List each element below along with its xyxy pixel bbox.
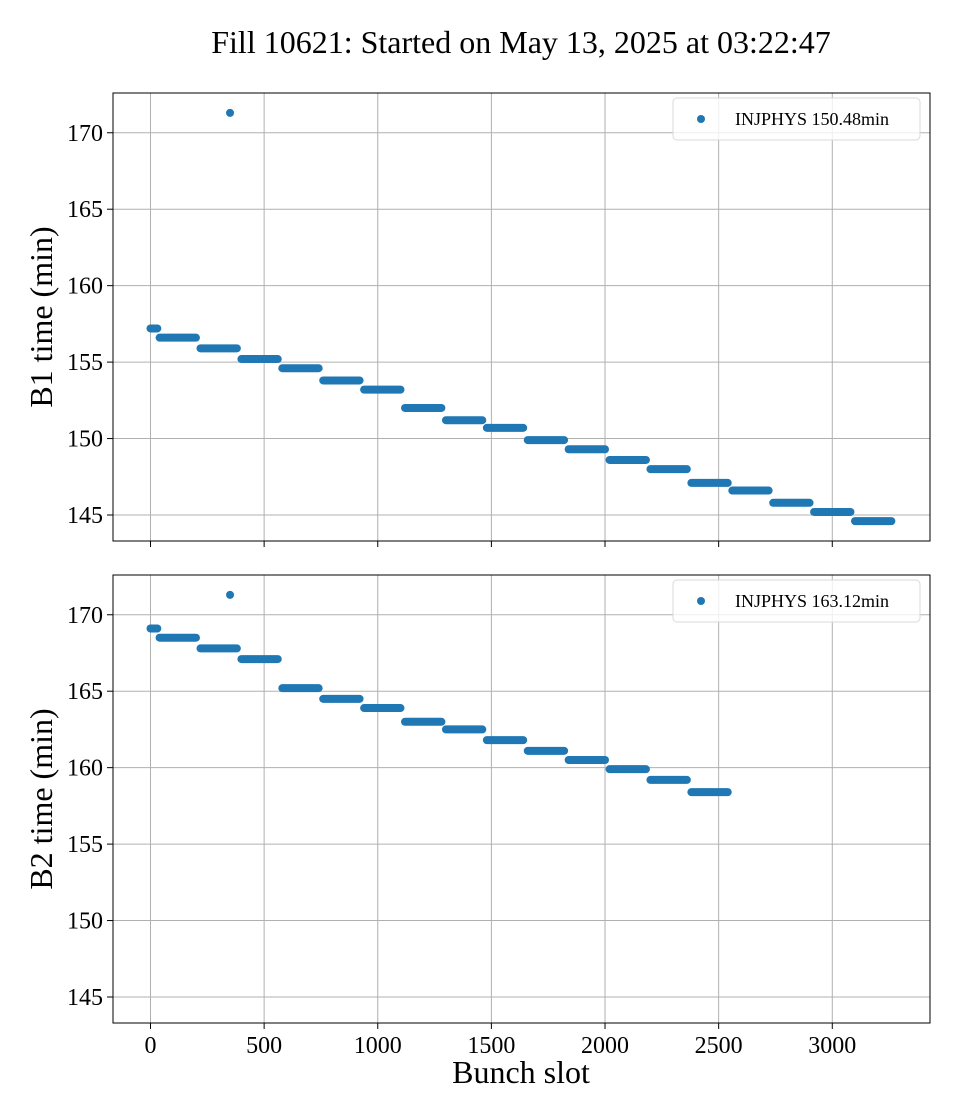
y-tick-label: 145	[67, 503, 103, 529]
x-tick-label: 2500	[695, 1033, 743, 1059]
y-tick-label: 155	[67, 832, 103, 858]
x-tick-label: 500	[246, 1033, 282, 1059]
y-tick-label: 170	[67, 121, 103, 147]
x-tick-label: 2000	[581, 1033, 629, 1059]
x-tick-label: 0	[144, 1033, 156, 1059]
legend-entry: INJPHYS 163.12min	[735, 591, 889, 611]
y-axis-label: B2 time (min)	[23, 708, 59, 889]
legend-box	[672, 97, 921, 141]
x-tick-label: 1500	[467, 1033, 515, 1059]
y-tick-label: 165	[67, 679, 103, 705]
legend-entry: INJPHYS 150.48min	[735, 109, 889, 129]
x-tick-label: 3000	[808, 1033, 856, 1059]
x-tick-label: 1000	[354, 1033, 402, 1059]
outlier-point	[226, 108, 235, 117]
legend-marker	[697, 115, 705, 123]
legend-marker	[697, 597, 705, 605]
chart-title: Fill 10621: Started on May 13, 2025 at 0…	[211, 24, 831, 60]
y-tick-label: 160	[67, 274, 103, 300]
outlier-point	[226, 590, 235, 599]
y-tick-label: 145	[67, 985, 103, 1011]
y-tick-label: 165	[67, 197, 103, 223]
y-tick-label: 155	[67, 350, 103, 376]
legend-box	[672, 579, 921, 623]
y-tick-label: 170	[67, 603, 103, 629]
x-axis-label: Bunch slot	[452, 1054, 590, 1090]
panel-1: 145 150 155 160 165 170 B1 time (min) INJPHYS 1…	[23, 92, 931, 547]
y-tick-label: 150	[67, 427, 103, 453]
y-tick-label: 160	[67, 756, 103, 782]
y-tick-label: 150	[67, 909, 103, 935]
panel-2: 0 500 1000 1500 2000 2500 3000 145 150 155 160 165 1…	[23, 574, 931, 1059]
panels: 145 150 155 160 165 170 B1 time (min) INJPHYS 1…	[23, 92, 931, 1059]
legend: INJPHYS 150.48min	[672, 97, 921, 141]
axes-frame	[112, 92, 931, 542]
axes-frame	[112, 574, 931, 1024]
data-marks	[146, 108, 896, 526]
legend: INJPHYS 163.12min	[672, 579, 921, 623]
data-marks	[146, 590, 732, 797]
y-axis-label: B1 time (min)	[23, 226, 59, 407]
